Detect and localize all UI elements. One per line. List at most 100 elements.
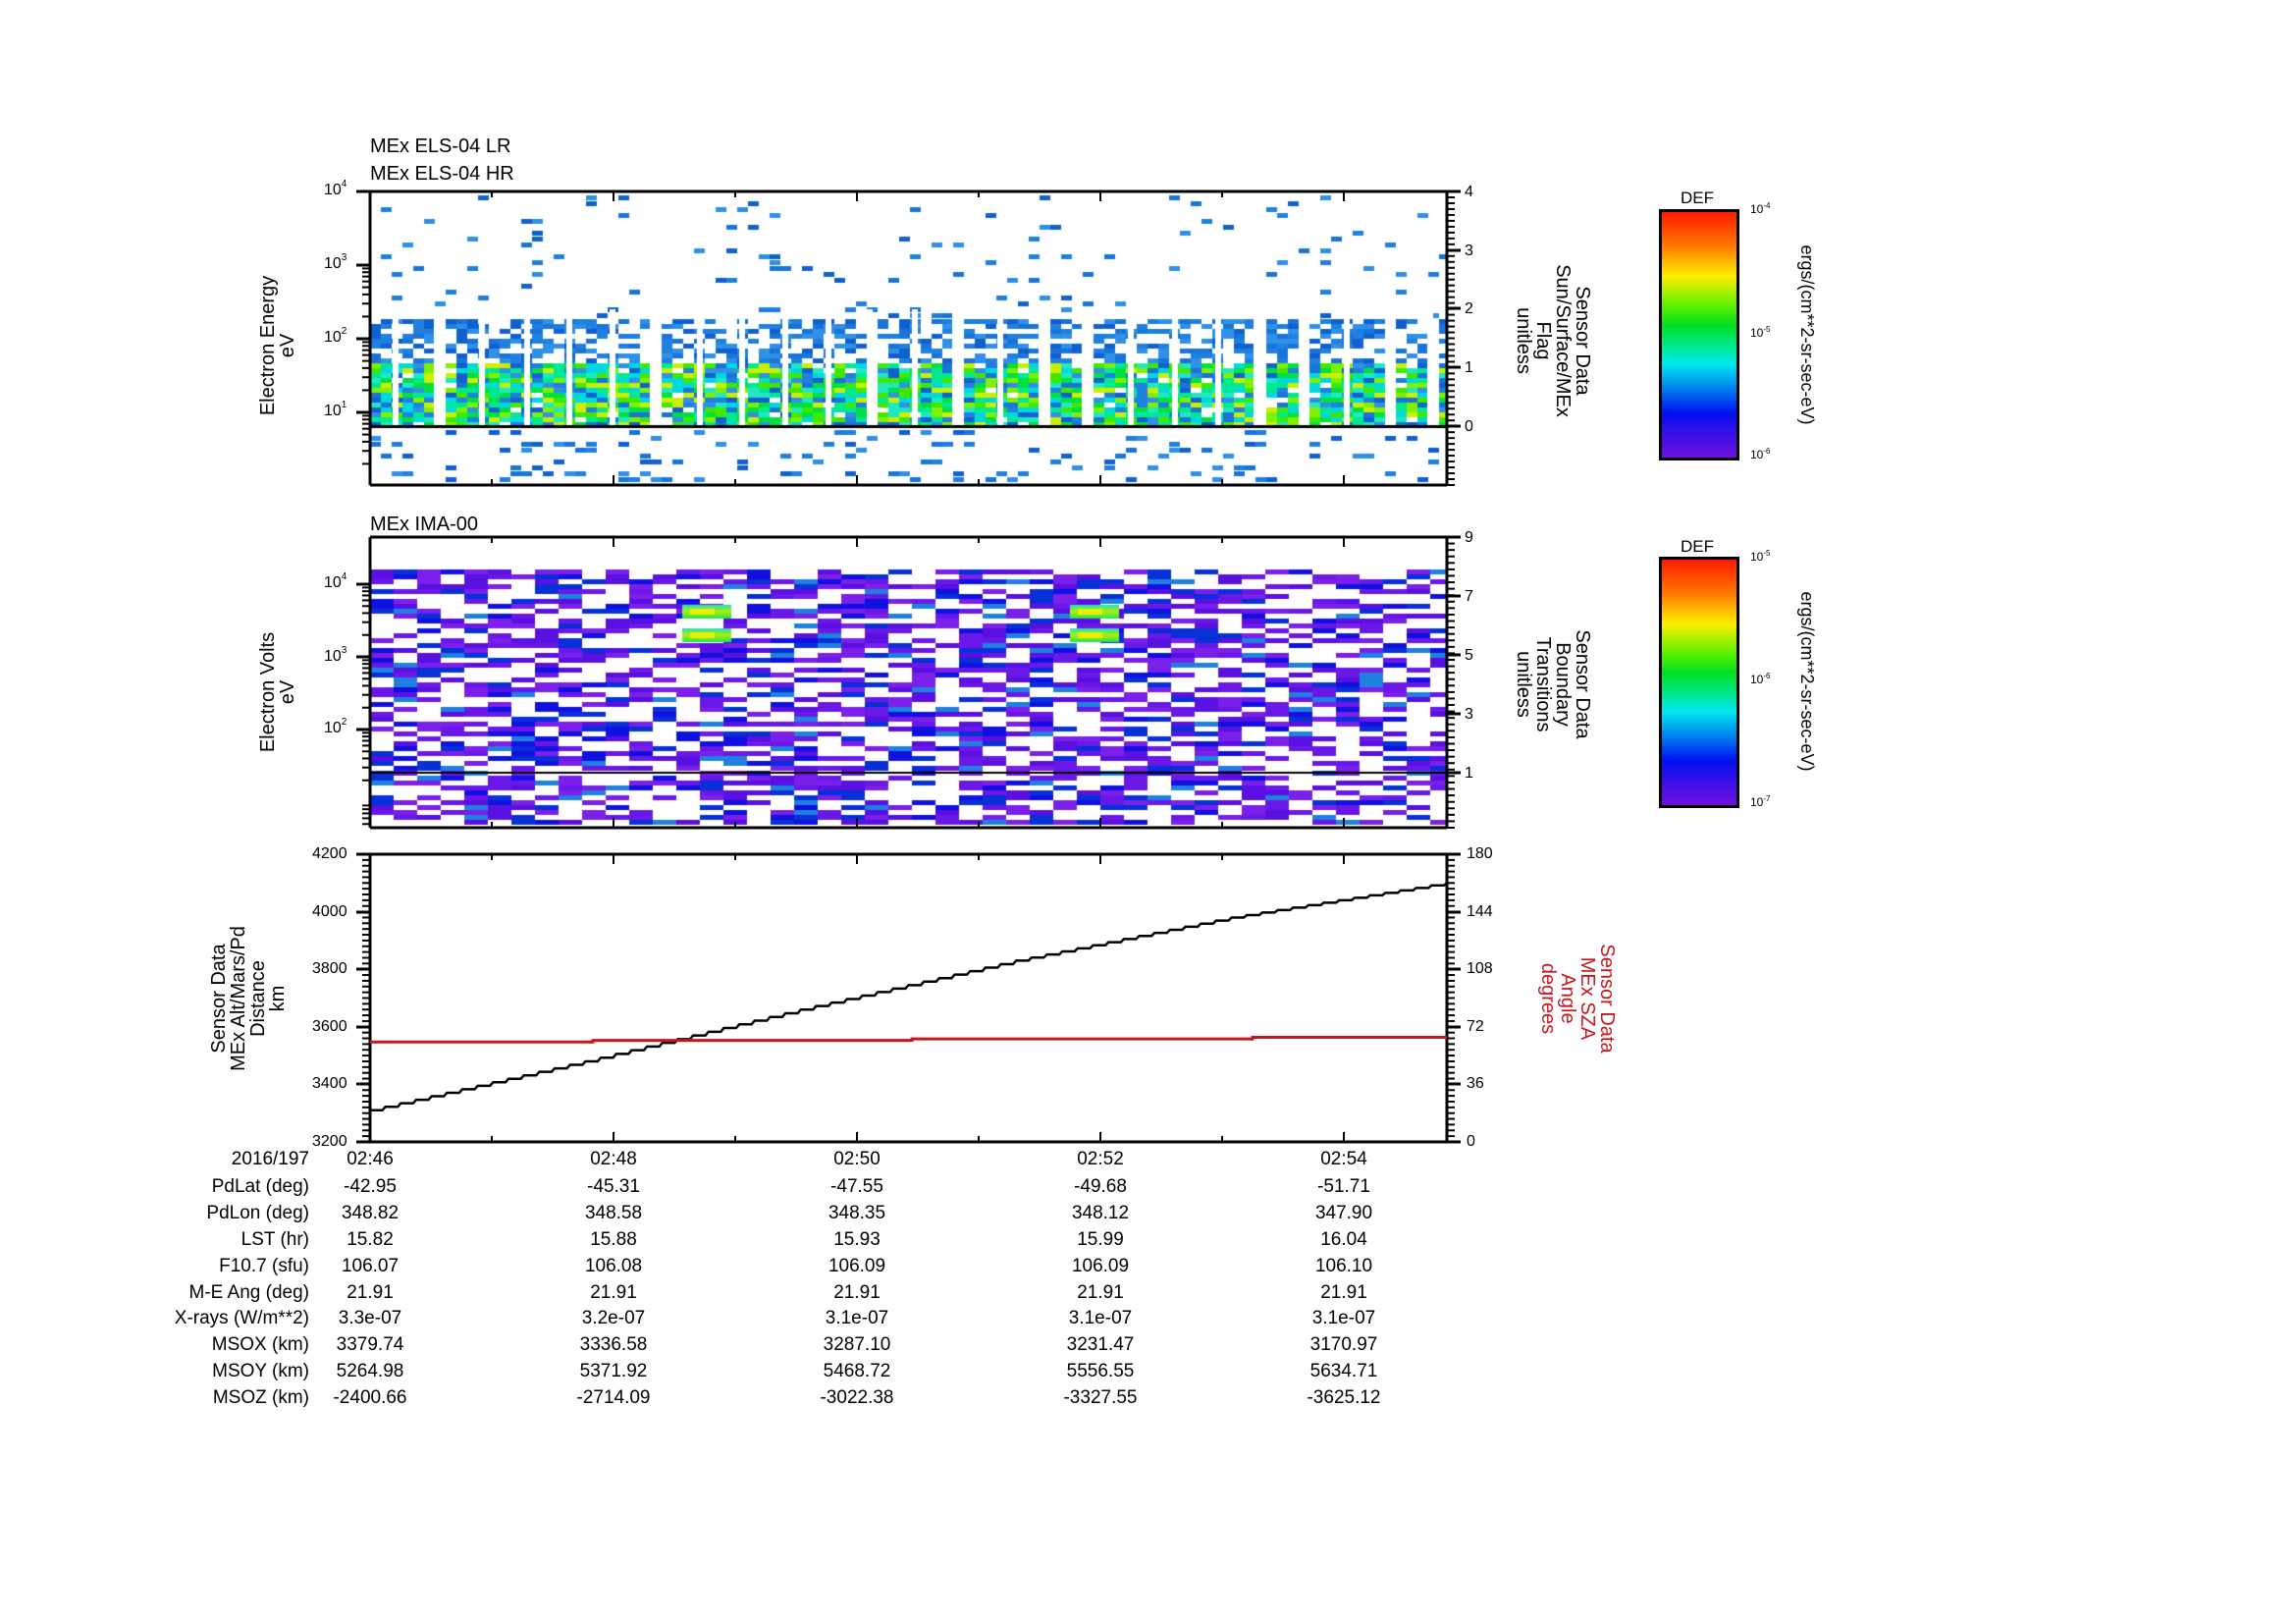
panel1-ytick-right-1: 1 <box>1465 359 1473 376</box>
tick-exp: 3 <box>341 252 347 263</box>
ephemeris-cell: 3336.58 <box>579 1334 648 1355</box>
ephemeris-row-label: MSOZ (km) <box>212 1387 309 1408</box>
ephemeris-cell: -2714.09 <box>576 1387 651 1408</box>
panel1-ylabel-left: Electron Energy eV <box>257 257 301 434</box>
tick-exp: -5 <box>1763 325 1771 334</box>
ephemeris-cell: 106.10 <box>1314 1256 1373 1276</box>
ephemeris-cell: 21.91 <box>1320 1282 1367 1303</box>
ephemeris-cell: -3625.12 <box>1307 1387 1381 1408</box>
tick-exp: 1 <box>341 400 347 410</box>
ephemeris-cell: 5634.71 <box>1309 1361 1378 1381</box>
tick-base: 10 <box>324 648 342 665</box>
colorbar1-title: DEF <box>1681 189 1714 207</box>
ylabel-line: Distance <box>247 960 269 1037</box>
panel2-ylabel-left: Electron Volts eV <box>257 604 301 781</box>
ylabel-line: Sensor Data <box>1572 629 1593 739</box>
panel2-ytick-right-1: 1 <box>1465 765 1473 782</box>
tick-exp: 4 <box>341 571 347 582</box>
ephemeris-cell: 15.88 <box>590 1229 637 1250</box>
ephemeris-cell: 3.1e-07 <box>1311 1308 1376 1328</box>
panel1-ytick-right-4: 4 <box>1465 184 1473 200</box>
panel1-ytick-1e3: 103 <box>324 252 347 273</box>
ylabel-line: Transitions <box>1532 636 1554 732</box>
ephemeris-cell: 3379.74 <box>336 1334 404 1355</box>
panel1-ytick-1e1: 101 <box>324 400 347 420</box>
ephemeris-cell: 106.09 <box>828 1256 886 1276</box>
ephemeris-cell: 21.91 <box>347 1282 394 1303</box>
panel2-ytick-right-7: 7 <box>1465 588 1473 605</box>
panel2-title: MEx IMA-00 <box>370 514 479 535</box>
ephemeris-cell: 5556.55 <box>1066 1361 1135 1381</box>
tick-base: 10 <box>324 720 342 736</box>
tick-base: 10 <box>1750 673 1764 686</box>
ephemeris-cell: 348.12 <box>1071 1203 1130 1223</box>
ephemeris-cell: 348.58 <box>584 1203 643 1223</box>
panel3-ytick-4000: 4000 <box>312 903 347 920</box>
ephemeris-cell: -51.71 <box>1317 1176 1370 1197</box>
ephemeris-cell: -42.95 <box>344 1176 397 1197</box>
ephemeris-row-label: PdLon (deg) <box>206 1203 309 1223</box>
ephemeris-cell: 3170.97 <box>1309 1334 1378 1355</box>
ylabel-line: Boundary <box>1552 642 1574 727</box>
ephemeris-cell: 5468.72 <box>823 1361 891 1381</box>
colorbar2 <box>1659 557 1739 808</box>
panel1-ytick-1e4: 104 <box>324 179 347 199</box>
panel1-ytick-right-3: 3 <box>1465 243 1473 259</box>
ephemeris-cell: 21.91 <box>590 1282 637 1303</box>
ephemeris-cell: 15.99 <box>1077 1229 1124 1250</box>
panel3-ytick-3400: 3400 <box>312 1075 347 1092</box>
tick-base: 10 <box>1750 795 1764 809</box>
ylabel-line: eV <box>277 333 298 358</box>
colorbar1-tick-top: 10-4 <box>1750 201 1770 216</box>
panel3-ytick-right-180: 180 <box>1467 845 1493 862</box>
panel3-ytick-right-0: 0 <box>1467 1133 1475 1150</box>
x-tick-label: 02:46 <box>347 1149 394 1169</box>
ephemeris-cell: -3022.38 <box>820 1387 894 1408</box>
ephemeris-row-label: MSOX (km) <box>211 1334 309 1355</box>
tick-base: 10 <box>324 255 342 272</box>
tick-exp: 4 <box>341 179 347 189</box>
panel1-ytick-right-0: 0 <box>1465 418 1473 435</box>
panel3-ytick-right-72: 72 <box>1467 1018 1484 1035</box>
x-tick-label: 02:50 <box>833 1149 881 1169</box>
panel3-ytick-4200: 4200 <box>312 845 347 862</box>
panel1-title-hr: MEx ELS-04 HR <box>370 163 514 185</box>
panel3-ytick-right-108: 108 <box>1467 960 1493 977</box>
ylabel-line: MEx SZA <box>1576 956 1598 1041</box>
panel2-axes <box>356 535 1461 830</box>
ephemeris-cell: -3327.55 <box>1063 1387 1138 1408</box>
ephemeris-cell: 106.08 <box>584 1256 643 1276</box>
ephemeris-cell: 16.04 <box>1320 1229 1367 1250</box>
ephemeris-cell: 106.09 <box>1071 1256 1130 1276</box>
colorbar1-tick-bottom: 10-6 <box>1750 447 1770 461</box>
panel1-axes <box>356 189 1461 487</box>
ephemeris-cell: -2400.66 <box>333 1387 407 1408</box>
ephemeris-cell: 3.2e-07 <box>581 1308 646 1328</box>
ylabel-line: Electron Volts <box>257 631 279 753</box>
panel3-axes <box>356 852 1461 1144</box>
tick-exp: -5 <box>1763 549 1771 558</box>
panel1-ylabel-right: Sensor Data Sun/Surface/MEx Flag unitles… <box>1510 243 1593 439</box>
ephemeris-row-label: M-E Ang (deg) <box>188 1282 310 1303</box>
x-tick-label: 02:52 <box>1077 1149 1124 1169</box>
tick-exp: 2 <box>341 717 347 728</box>
panel2-ytick-right-5: 5 <box>1465 647 1473 664</box>
ephemeris-cell: 348.35 <box>828 1203 886 1223</box>
x-tick-label: 02:48 <box>590 1149 637 1169</box>
panel2-ytick-right-9: 9 <box>1465 529 1473 546</box>
ephemeris-cell: 5371.92 <box>579 1361 648 1381</box>
panel2-ytick-right-3: 3 <box>1465 706 1473 723</box>
x-tick-label: 02:54 <box>1320 1149 1367 1169</box>
ephemeris-cell: -49.68 <box>1074 1176 1127 1197</box>
ephemeris-cell: 21.91 <box>1077 1282 1124 1303</box>
panel3-ytick-right-144: 144 <box>1467 903 1493 920</box>
panel3-ytick-3200: 3200 <box>312 1133 347 1150</box>
ylabel-line: Sensor Data <box>1596 944 1618 1054</box>
panel1-ytick-1e2: 102 <box>324 326 347 347</box>
colorbar1 <box>1659 209 1739 460</box>
ylabel-line: Sun/Surface/MEx <box>1552 264 1574 417</box>
tick-base: 10 <box>1750 550 1764 564</box>
colorbar1-tick-mid: 10-5 <box>1750 325 1770 340</box>
colorbar2-tick-mid: 10-6 <box>1750 672 1770 686</box>
ylabel-line: Sensor Data <box>1572 286 1593 396</box>
